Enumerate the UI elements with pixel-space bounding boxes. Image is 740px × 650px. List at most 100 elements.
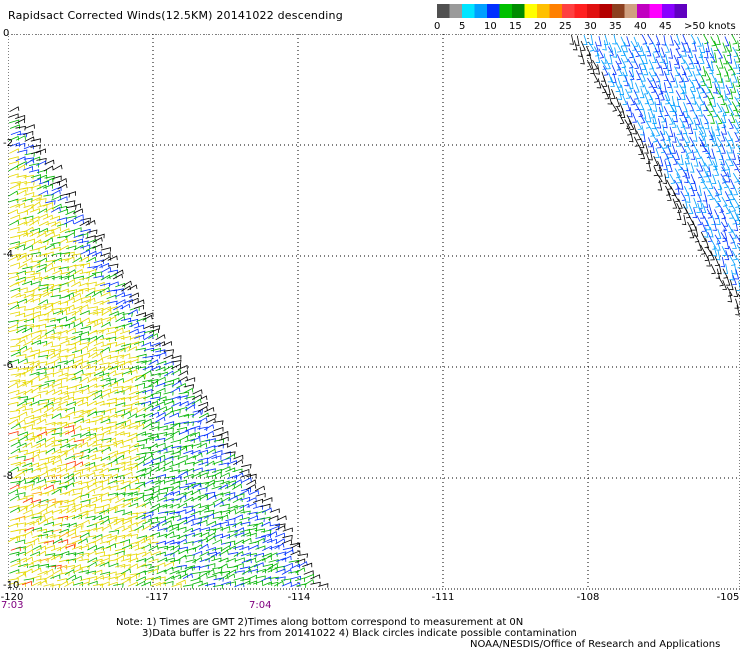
wind-barb [100,291,111,297]
wind-barb [30,260,41,265]
wind-barb [239,468,250,474]
wind-barb [240,487,252,493]
longitude-label: -117 [145,592,169,603]
wind-barb [290,543,301,549]
wind-barb [150,405,161,411]
wind-barb [44,348,55,354]
wind-barb [29,474,40,480]
wind-barb [30,252,41,257]
wind-barb [30,311,42,316]
wind-barb [698,106,703,117]
wind-barb [71,492,82,497]
wind-barb [45,200,56,205]
wind-barb [87,544,98,551]
wind-barb [716,240,721,251]
wind-barb [712,52,717,63]
wind-barb [695,114,701,125]
wind-barb [65,335,76,341]
wind-barb [149,485,160,490]
wind-barb [87,306,98,311]
wind-barb [192,409,203,414]
wind-barb [43,177,54,183]
wind-barb [16,255,27,261]
wind-barb [691,81,696,93]
wind-barb [212,584,224,589]
wind-barb [233,504,244,510]
wind-barb [163,460,174,467]
wind-barb [9,219,20,226]
wind-barb [602,40,607,51]
wind-barb [79,493,90,499]
wind-barb [232,514,243,520]
wind-barb [22,497,33,503]
wind-barb [57,355,68,360]
wind-barb [50,454,61,461]
wind-barb [44,379,55,385]
wind-barb [9,124,20,130]
wind-barb [149,435,160,441]
wind-barb [92,236,103,243]
wind-barb [29,564,40,569]
wind-barb [10,461,21,467]
wind-barb [303,570,314,575]
credit-line: NOAA/NESDIS/Office of Research and Appli… [470,639,721,650]
wind-barb [714,234,721,245]
wind-barb [205,438,216,443]
wind-barb [254,537,265,544]
wind-barb [655,58,661,69]
wind-barb [717,202,725,213]
wind-barb [30,467,41,473]
wind-barb [8,275,19,280]
wind-barb [106,407,117,413]
wind-barb [157,425,168,430]
wind-barb [227,495,238,501]
wind-barb [711,72,717,83]
wind-barb [107,355,118,361]
wind-barb [51,203,62,210]
wind-barb [100,546,112,552]
right-swath-wind-barbs [569,34,740,316]
wind-barb [9,142,20,147]
wind-barb [732,274,737,285]
wind-barb [10,448,21,455]
wind-barb [647,90,654,101]
wind-barb [729,270,734,281]
wind-barb [682,124,688,135]
wind-barb [45,479,56,485]
wind-barb [30,503,41,509]
wind-barb [35,514,46,521]
wind-barb [120,345,131,352]
wind-barb [71,514,82,520]
wind-barb [169,549,180,556]
wind-barb [22,327,33,333]
wind-barb [655,35,661,46]
wind-barb [64,564,75,570]
wind-barb [155,474,167,479]
wind-barb [658,156,664,167]
wind-barb [190,565,201,571]
wind-barb [662,138,668,149]
wind-barb [720,131,726,142]
wind-barb [24,521,35,526]
wind-barb [665,130,672,141]
wind-barb [92,514,103,521]
wind-barb [8,437,19,443]
wind-barb [31,293,42,299]
wind-barb [619,84,625,96]
wind-barb [666,156,672,167]
longitude-label: -105 [716,592,740,603]
wind-barb [654,47,661,58]
wind-barb [687,221,693,232]
wind-barb [57,564,68,570]
wind-barb [268,515,279,520]
longitude-label: -120 [0,592,24,603]
wind-barb [17,563,28,568]
wind-barb [211,471,222,477]
wind-barb [218,431,229,436]
wind-barb [99,503,110,509]
wind-barb [78,345,89,352]
wind-barb [629,66,635,77]
wind-barb [198,515,209,520]
wind-barb [8,522,19,528]
wind-barb [641,71,646,82]
